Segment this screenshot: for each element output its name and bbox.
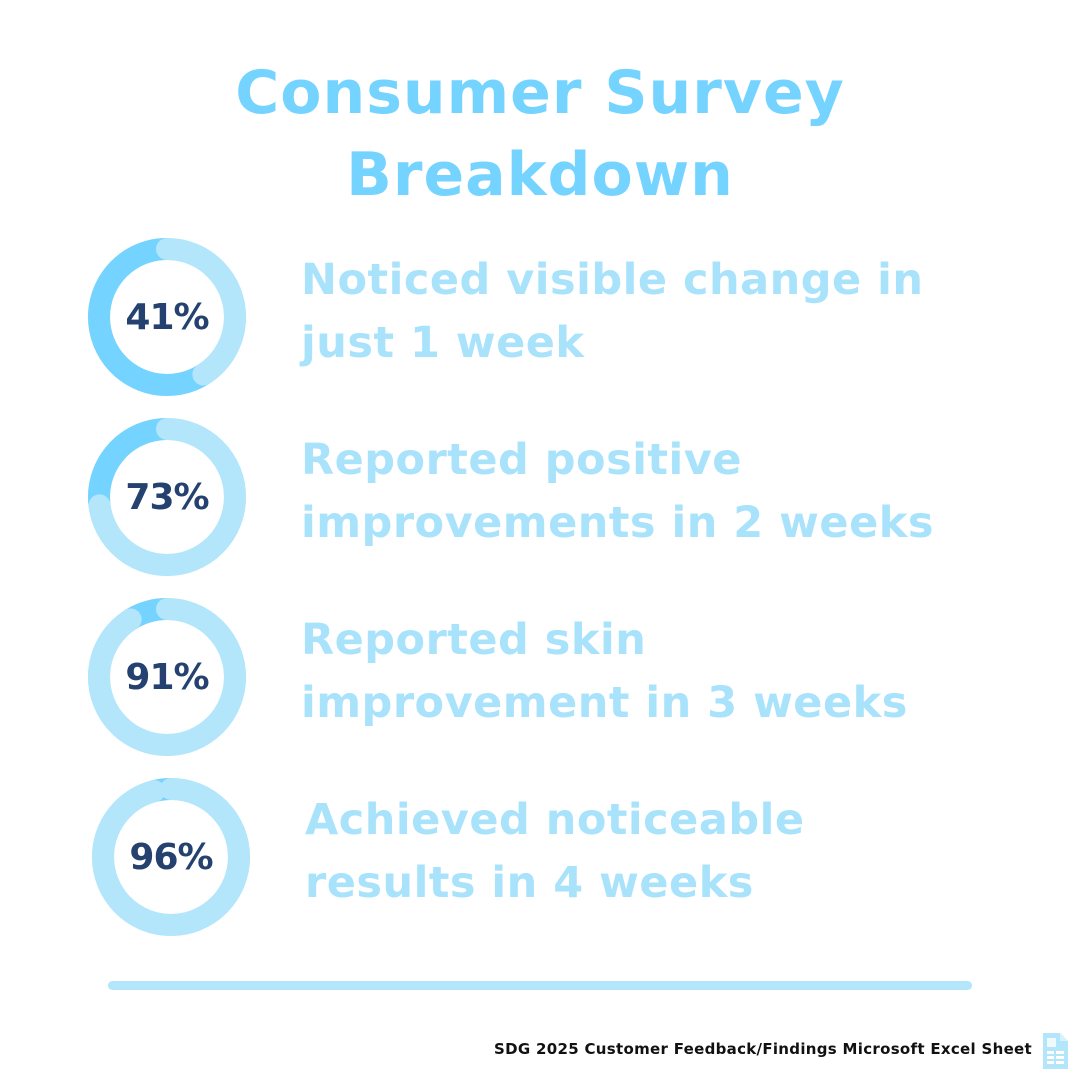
donut-value-segment	[88, 598, 246, 756]
percent-label: 91%	[125, 656, 209, 698]
donut-chart: 41%	[87, 237, 247, 397]
stat-row: 73% Reported positive improvements in 2 we…	[0, 417, 1080, 587]
stat-row: 91% Reported skin improvement in 3 weeks	[0, 597, 1080, 767]
stat-description: Achieved noticeable results in 4 weeks	[305, 789, 805, 915]
description-line: Reported skin	[301, 615, 647, 665]
divider	[108, 981, 972, 990]
source-note: SDG 2025 Customer Feedback/Findings Micr…	[494, 1040, 1032, 1058]
donut-value-segment	[88, 418, 246, 576]
percent-label: 41%	[125, 296, 209, 338]
percent-label: 73%	[125, 476, 209, 518]
stat-description: Reported positive improvements in 2 weeks	[301, 429, 934, 555]
stat-row: 41% Noticed visible change in just 1 week	[0, 237, 1080, 407]
title-line-2: Breakdown	[346, 140, 734, 210]
page-title: Consumer Survey Breakdown	[0, 52, 1080, 216]
percent-label: 96%	[129, 836, 213, 878]
description-line: improvements in 2 weeks	[301, 498, 934, 548]
document-icon	[1041, 1032, 1069, 1070]
stat-row: 96% Achieved noticeable results in 4 weeks	[0, 777, 1080, 947]
stat-description: Reported skin improvement in 3 weeks	[301, 609, 908, 735]
title-line-1: Consumer Survey	[235, 58, 845, 128]
description-line: improvement in 3 weeks	[301, 678, 908, 728]
description-line: results in 4 weeks	[305, 858, 754, 908]
donut-chart: 96%	[91, 777, 251, 937]
donut-value-segment	[92, 778, 250, 936]
description-line: Achieved noticeable	[305, 795, 805, 845]
stat-description: Noticed visible change in just 1 week	[301, 249, 923, 375]
donut-chart: 73%	[87, 417, 247, 577]
donut-chart: 91%	[87, 597, 247, 757]
description-line: just 1 week	[301, 318, 585, 368]
donut-value-segment	[88, 238, 246, 396]
description-line: Noticed visible change in	[301, 255, 924, 305]
description-line: Reported positive	[301, 435, 742, 485]
